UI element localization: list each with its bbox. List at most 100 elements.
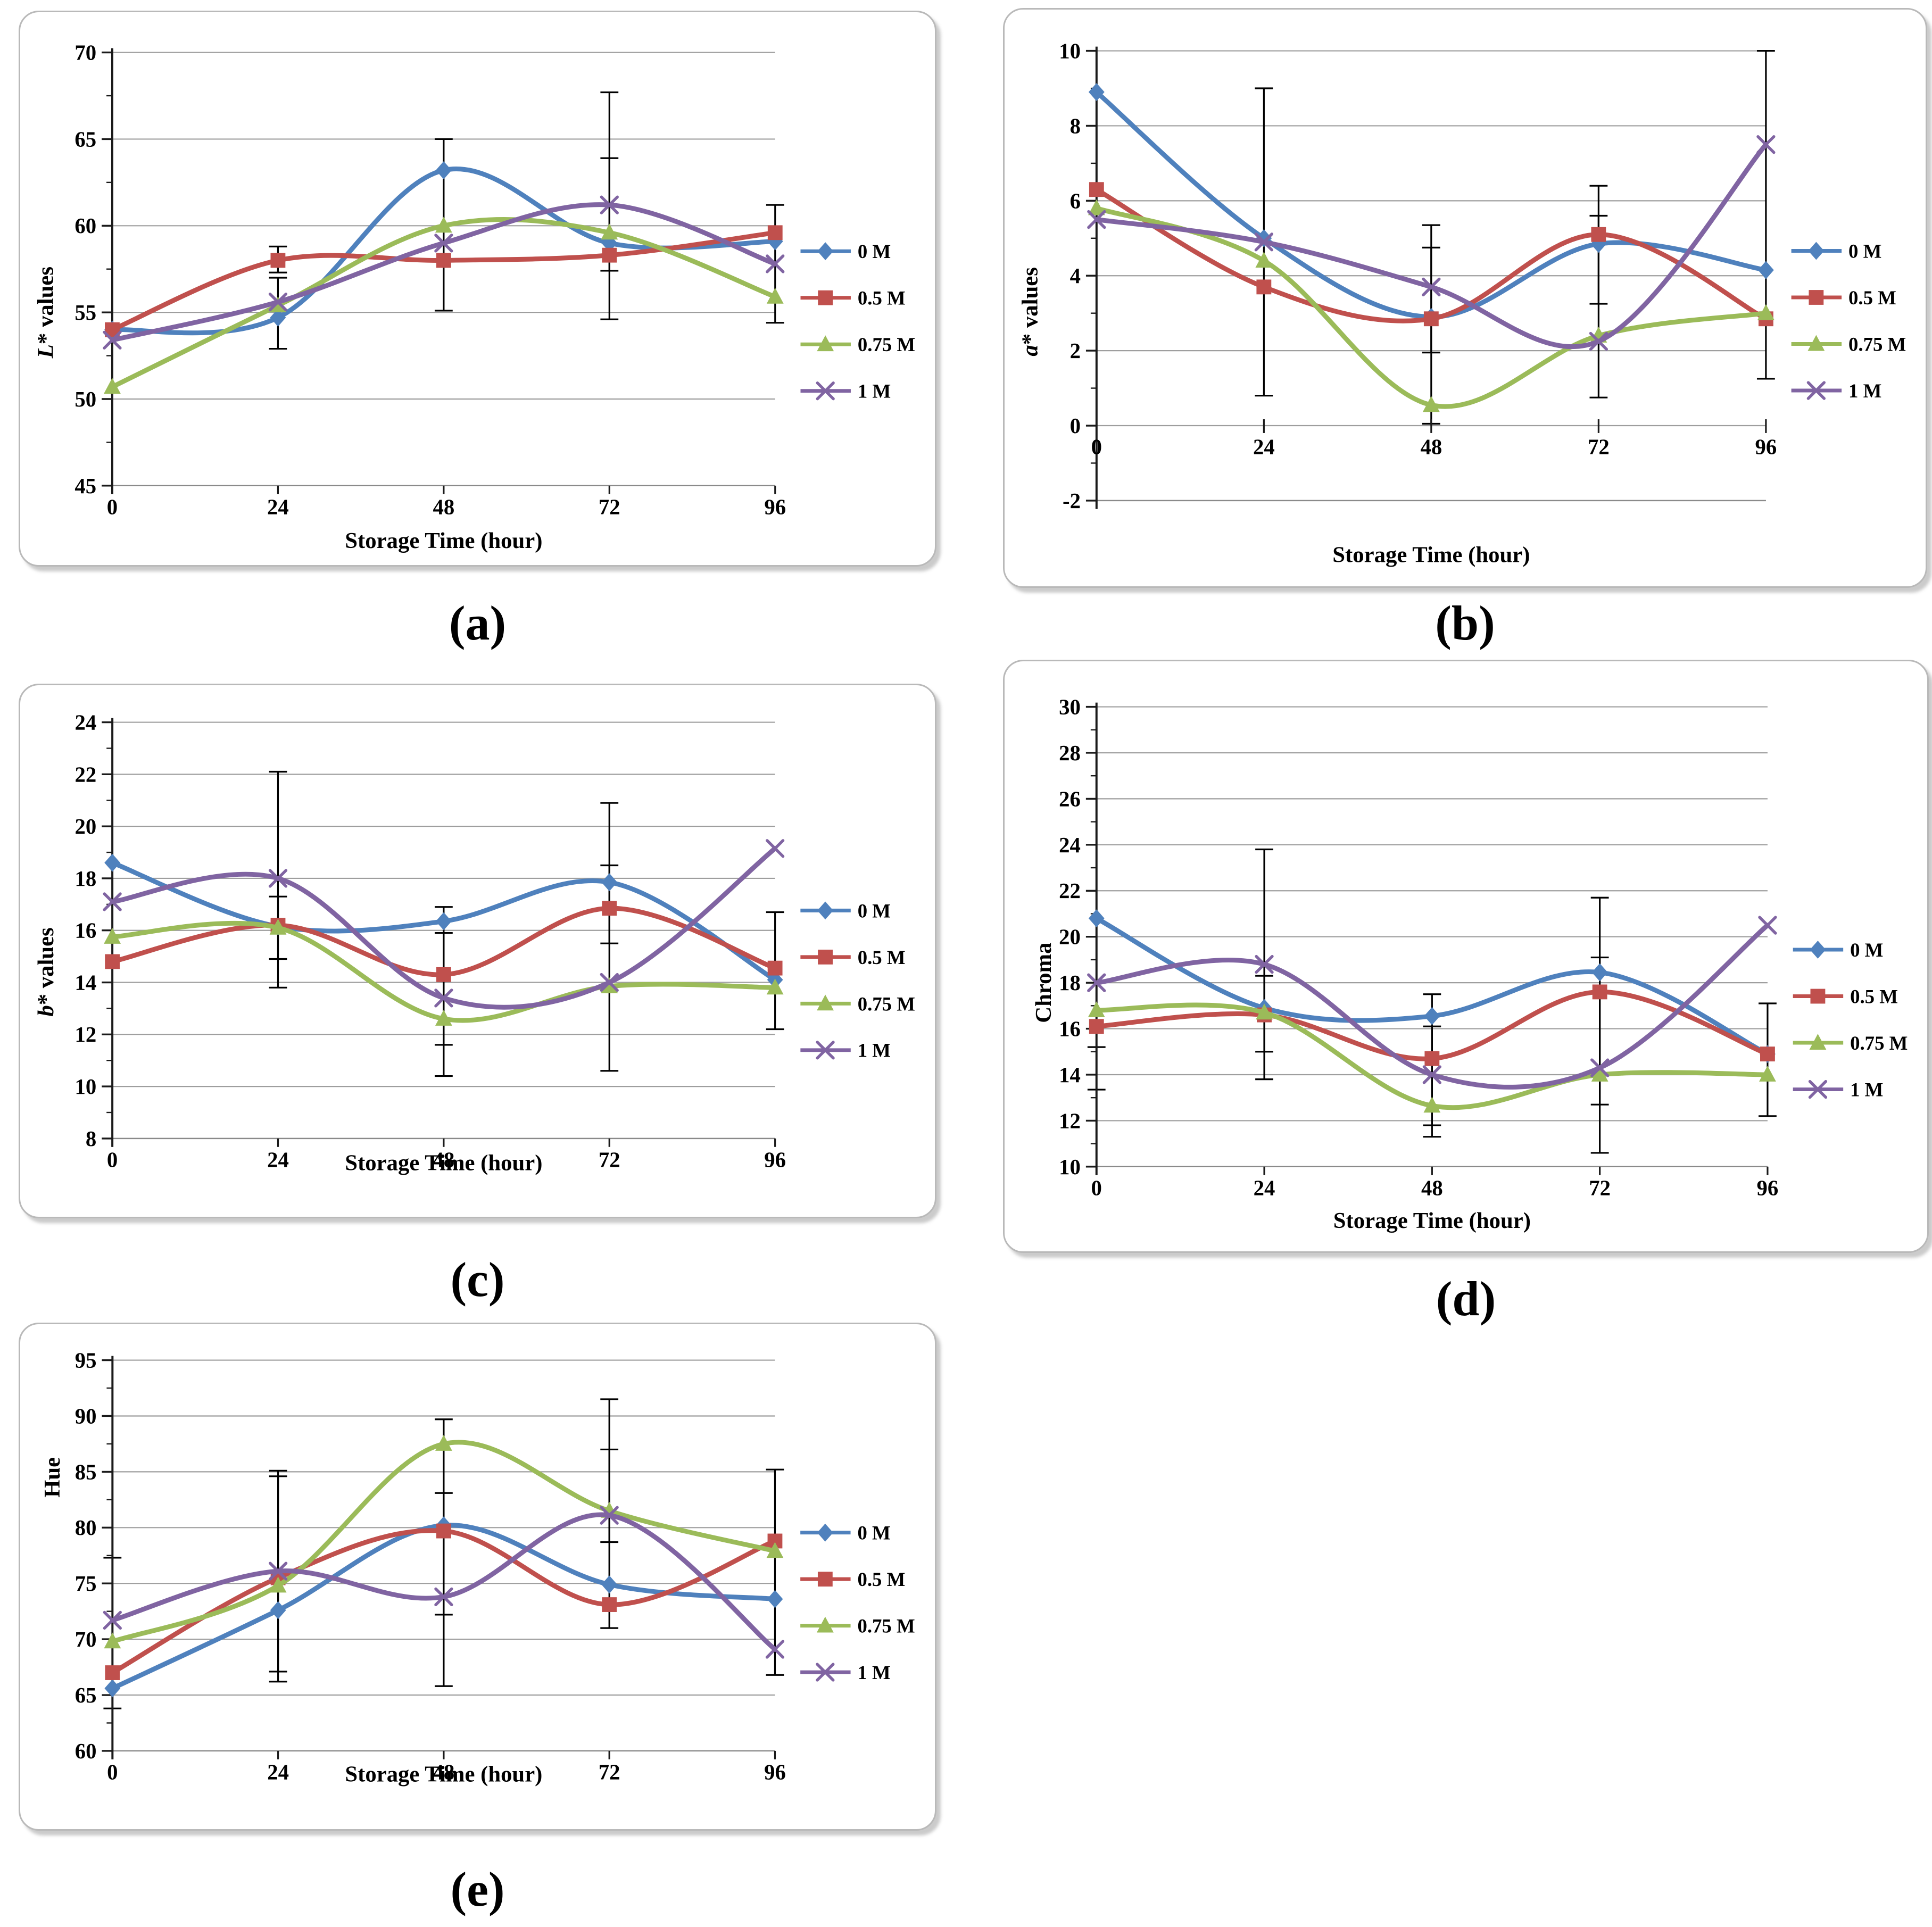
legend-item-0.5M: 0.5 M	[1791, 287, 1896, 309]
square-marker	[602, 901, 617, 916]
figure-label-e: (e)	[450, 1862, 505, 1916]
diamond-marker	[1591, 963, 1608, 982]
legend-label: 0.75 M	[857, 1615, 915, 1637]
x-tick-label: 24	[267, 1760, 289, 1784]
y-tick-label: 6	[1070, 189, 1081, 213]
triangle-marker	[1422, 396, 1440, 412]
y-tick-label: 45	[74, 474, 96, 498]
series-0.75M	[104, 217, 784, 394]
legend-item-0.75M: 0.75 M	[1791, 333, 1906, 355]
triangle-marker	[1423, 1097, 1441, 1113]
series-1M	[1087, 916, 1777, 1090]
legend-item-0M: 0 M	[800, 240, 891, 262]
y-axis-title: b* values	[34, 927, 59, 1016]
y-tick-label: 90	[75, 1404, 97, 1428]
square-marker	[1424, 1051, 1440, 1066]
y-tick-label: 75	[75, 1572, 97, 1596]
legend-label: 0 M	[858, 240, 891, 262]
x-icon	[1806, 381, 1826, 400]
x-tick-label: 72	[599, 1148, 620, 1172]
x-marker	[1590, 1058, 1610, 1077]
x-marker	[765, 1640, 785, 1659]
series-line	[1094, 142, 1769, 350]
y-tick-label: 16	[75, 919, 97, 943]
triangle-marker	[1255, 252, 1273, 268]
x-icon	[816, 381, 835, 401]
triangle-icon	[1807, 335, 1825, 351]
figure-label-d: (d)	[1436, 1272, 1496, 1326]
triangle-marker	[766, 287, 784, 304]
legend-label: 1 M	[1850, 1078, 1883, 1100]
figure-label-a: (a)	[449, 596, 507, 650]
legend-label: 0.5 M	[1848, 287, 1896, 309]
square-marker	[105, 1665, 120, 1680]
y-tick-label: 16	[1059, 1017, 1081, 1041]
legend-item-0M: 0 M	[800, 900, 891, 921]
x-axis-title: Storage Time (hour)	[345, 1151, 542, 1176]
series-0.75M	[104, 918, 784, 1026]
triangle-marker	[435, 1010, 452, 1026]
square-marker	[1089, 1019, 1104, 1034]
legend-item-0.5M: 0.5 M	[800, 287, 906, 309]
square-marker	[436, 1523, 451, 1539]
y-tick-label: 8	[86, 1127, 96, 1151]
x-marker	[268, 869, 288, 888]
x-tick-label: 96	[764, 1148, 786, 1172]
x-marker	[600, 195, 619, 214]
legend-label: 0.75 M	[858, 334, 915, 355]
diamond-marker	[601, 1575, 618, 1594]
legend-label: 1 M	[1848, 380, 1881, 402]
legend-label: 0 M	[1848, 240, 1881, 262]
legend: 0 M 0.5 M 0.75 M 1 M	[800, 1522, 915, 1683]
x-marker	[268, 292, 288, 312]
legend-item-0M: 0 M	[1791, 240, 1881, 262]
square-marker	[1423, 311, 1439, 327]
triangle-marker	[269, 918, 287, 935]
x-marker	[103, 892, 122, 911]
legend: 0 M 0.5 M 0.75 M 1 M	[800, 900, 915, 1061]
y-tick-label: 10	[1059, 39, 1081, 63]
tick-labels: 8 10 12 14 16 18 20 22 24 0 24 48 72 96	[75, 710, 786, 1172]
legend-item-0.75M: 0.75 M	[800, 993, 915, 1015]
x-tick-label: 48	[433, 495, 454, 519]
x-marker	[434, 989, 453, 1008]
y-tick-label: 18	[75, 867, 97, 891]
triangle-marker	[435, 1435, 452, 1451]
x-tick-label: 72	[599, 495, 620, 519]
series-1M	[103, 839, 785, 1010]
diamond-marker	[1088, 909, 1105, 928]
x-icon	[816, 1663, 835, 1682]
x-tick-label: 24	[267, 495, 289, 519]
legend: 0 M 0.5 M 0.75 M 1 M	[1793, 939, 1908, 1100]
square-marker	[270, 253, 286, 268]
x-marker	[434, 1587, 453, 1607]
y-tick-label: 18	[1059, 971, 1081, 995]
x-tick-label: 24	[1254, 1176, 1275, 1200]
x-marker	[103, 330, 122, 350]
legend-item-0.75M: 0.75 M	[800, 334, 915, 355]
square-marker	[1089, 182, 1104, 197]
triangle-marker	[1088, 199, 1105, 215]
legend-item-0.5M: 0.5 M	[800, 946, 906, 968]
legend-label: 1 M	[858, 1040, 891, 1061]
x-tick-label: 24	[1253, 435, 1275, 459]
x-marker	[1255, 954, 1274, 974]
x-tick-label: 72	[599, 1760, 620, 1784]
x-tick-label: 24	[267, 1148, 289, 1172]
legend-item-1M: 1 M	[800, 1040, 891, 1061]
square-icon	[1810, 989, 1826, 1004]
x-tick-label: 72	[1589, 1176, 1611, 1200]
x-marker	[1756, 135, 1776, 154]
x-tick-label: 96	[764, 495, 786, 519]
y-axis-title: a* values	[1017, 267, 1042, 356]
x-tick-label: 0	[107, 1148, 118, 1172]
y-tick-label: 60	[75, 1739, 97, 1763]
square-marker	[1760, 1046, 1775, 1062]
x-tick-label: 0	[1091, 435, 1102, 459]
tick-labels: 60 65 70 75 80 85 90 95 0 24 48 72 96	[75, 1348, 786, 1784]
diamond-marker	[270, 1601, 286, 1619]
square-icon	[818, 949, 833, 965]
x-marker	[1758, 916, 1777, 935]
